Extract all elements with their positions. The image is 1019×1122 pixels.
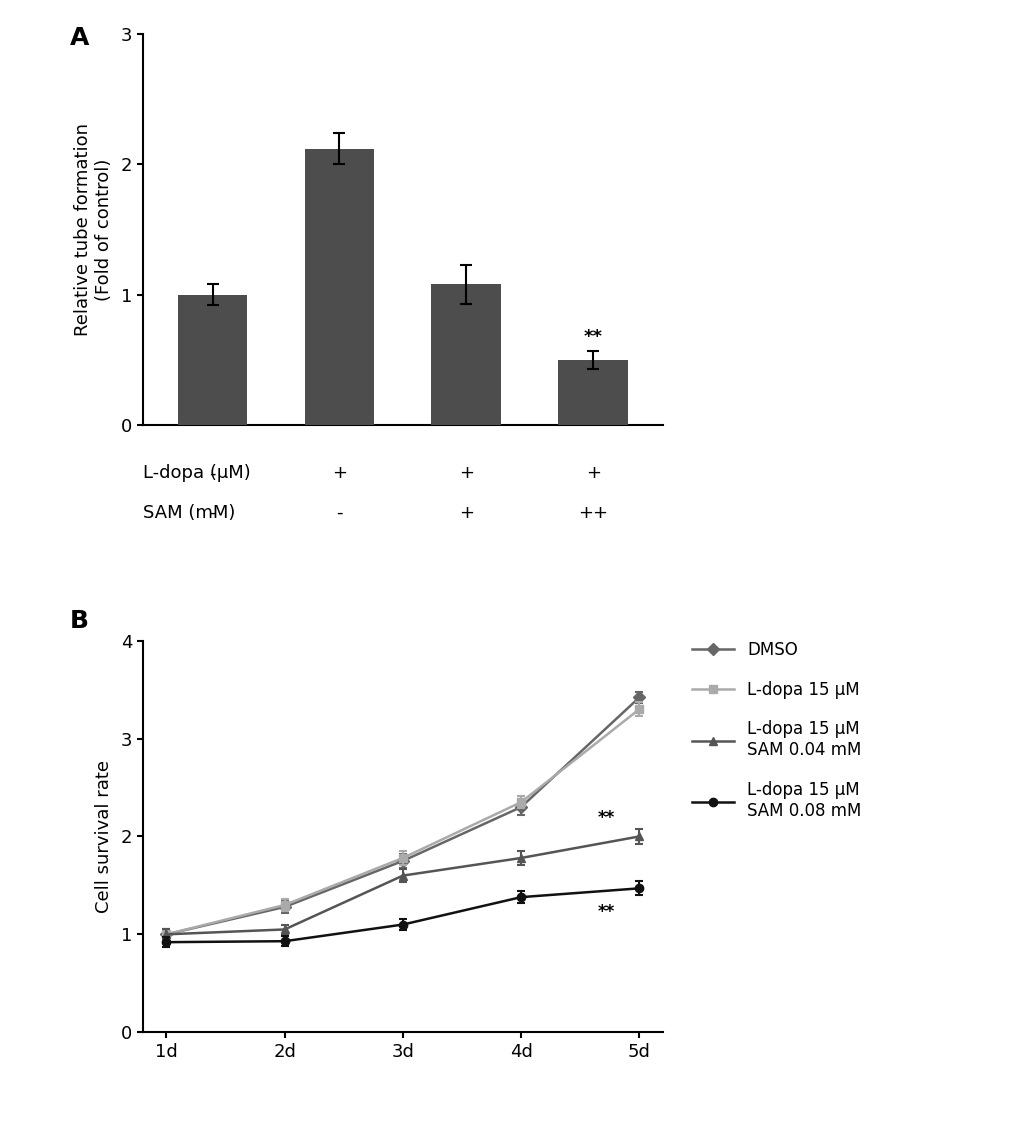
Text: L-dopa (μM): L-dopa (μM) [143, 465, 251, 482]
Text: A: A [70, 26, 90, 49]
Text: -: - [209, 465, 216, 482]
Text: **: ** [597, 809, 614, 827]
Text: +: + [585, 465, 600, 482]
Text: +: + [331, 465, 346, 482]
Text: -: - [336, 504, 342, 522]
Text: +: + [459, 465, 474, 482]
Text: ++: ++ [578, 504, 607, 522]
Y-axis label: Cell survival rate: Cell survival rate [95, 760, 112, 913]
Y-axis label: Relative tube formation
(Fold of control): Relative tube formation (Fold of control… [73, 123, 112, 335]
Bar [431, 284, 500, 425]
Text: **: ** [583, 328, 602, 346]
Bar [557, 360, 628, 425]
Text: **: ** [597, 903, 614, 921]
Bar [177, 295, 248, 425]
Bar [305, 148, 374, 425]
Legend: DMSO, L-dopa 15 μM, L-dopa 15 μM
SAM 0.04 mM, L-dopa 15 μM
SAM 0.08 mM: DMSO, L-dopa 15 μM, L-dopa 15 μM SAM 0.0… [692, 641, 861, 820]
Text: -: - [209, 504, 216, 522]
Text: +: + [459, 504, 474, 522]
Text: SAM (mM): SAM (mM) [143, 504, 235, 522]
Text: B: B [70, 609, 89, 633]
